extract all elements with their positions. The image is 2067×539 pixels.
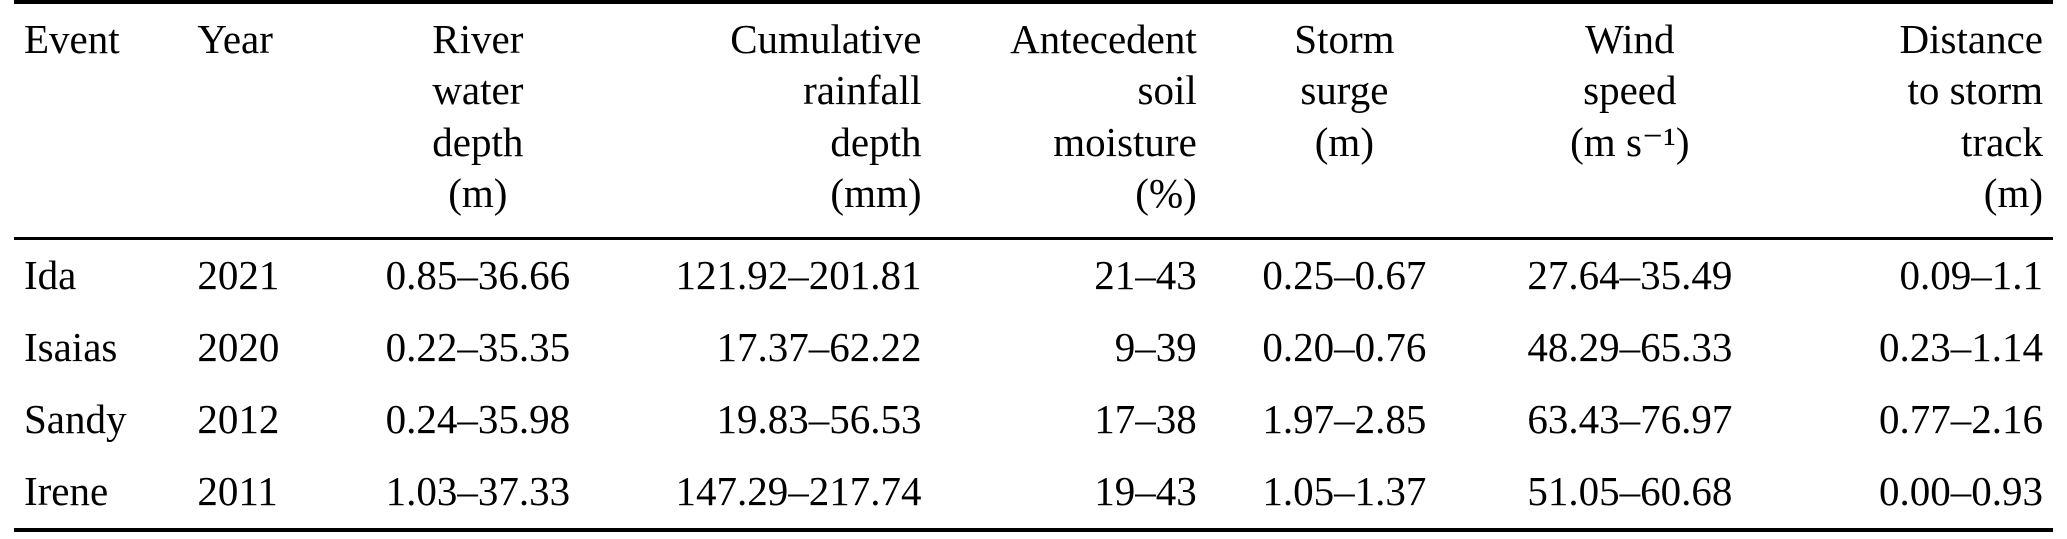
cell-storm-surge: 1.97–2.85 <box>1262 395 1427 442</box>
table-row: Isaias 2020 0.22–35.35 17.37–62.22 9–39 … <box>14 312 2053 384</box>
cell-year: 2021 <box>197 252 280 298</box>
table-row: Sandy 2012 0.24–35.98 19.83–56.53 17–38 … <box>14 384 2053 456</box>
cell-event: Isaias <box>24 323 118 370</box>
cell-year: 2020 <box>197 323 280 370</box>
col-header-wind-speed: Wind speed (m s⁻¹) <box>1570 16 1690 165</box>
cell-year: 2011 <box>197 467 278 514</box>
cell-distance-to-storm-track: 0.77–2.16 <box>1879 395 2043 442</box>
cell-event: Sandy <box>24 395 127 442</box>
col-header-event: Event <box>24 16 120 62</box>
cell-wind-speed: 51.05–60.68 <box>1527 467 1733 514</box>
col-header-antecedent-soil-moisture: Antecedent soil moisture (%) <box>1010 16 1197 216</box>
cell-river-water-depth: 0.24–35.98 <box>385 395 571 442</box>
cell-wind-speed: 48.29–65.33 <box>1527 323 1733 370</box>
cell-river-water-depth: 0.85–36.66 <box>385 252 571 298</box>
cell-cumulative-rainfall-depth: 19.83–56.53 <box>716 395 922 442</box>
col-header-storm-surge: Storm surge (m) <box>1294 16 1395 165</box>
cell-wind-speed: 27.64–35.49 <box>1527 252 1733 298</box>
col-header-distance-to-storm-track: Distance to storm track (m) <box>1899 16 2043 216</box>
cell-river-water-depth: 1.03–37.33 <box>385 467 571 514</box>
col-header-year: Year <box>197 16 273 62</box>
flood-events-table: Event Year River water depth (m) Cumulat… <box>14 0 2053 532</box>
cell-storm-surge: 1.05–1.37 <box>1262 467 1427 514</box>
cell-distance-to-storm-track: 0.00–0.93 <box>1879 467 2043 514</box>
cell-antecedent-soil-moisture: 19–43 <box>1094 467 1197 514</box>
cell-event: Ida <box>24 252 77 298</box>
cell-year: 2012 <box>197 395 280 442</box>
cell-cumulative-rainfall-depth: 121.92–201.81 <box>675 252 922 298</box>
cell-storm-surge: 0.20–0.76 <box>1262 323 1427 370</box>
cell-river-water-depth: 0.22–35.35 <box>385 323 571 370</box>
cell-storm-surge: 0.25–0.67 <box>1262 252 1427 298</box>
cell-wind-speed: 63.43–76.97 <box>1527 395 1733 442</box>
table-row: Ida 2021 0.85–36.66 121.92–201.81 21–43 … <box>14 239 2053 312</box>
col-header-river-water-depth: River water depth (m) <box>432 16 524 216</box>
cell-event: Irene <box>24 467 109 514</box>
col-header-cumulative-rainfall-depth: Cumulative rainfall depth (mm) <box>730 16 922 216</box>
cell-cumulative-rainfall-depth: 17.37–62.22 <box>716 323 922 370</box>
cell-antecedent-soil-moisture: 9–39 <box>1114 323 1197 370</box>
cell-cumulative-rainfall-depth: 147.29–217.74 <box>675 467 922 514</box>
table-row: Irene 2011 1.03–37.33 147.29–217.74 19–4… <box>14 456 2053 530</box>
cell-distance-to-storm-track: 0.23–1.14 <box>1879 323 2043 370</box>
cell-distance-to-storm-track: 0.09–1.1 <box>1899 252 2044 298</box>
cell-antecedent-soil-moisture: 21–43 <box>1094 252 1197 298</box>
cell-antecedent-soil-moisture: 17–38 <box>1094 395 1197 442</box>
header-row: Event Year River water depth (m) Cumulat… <box>14 2 2053 239</box>
